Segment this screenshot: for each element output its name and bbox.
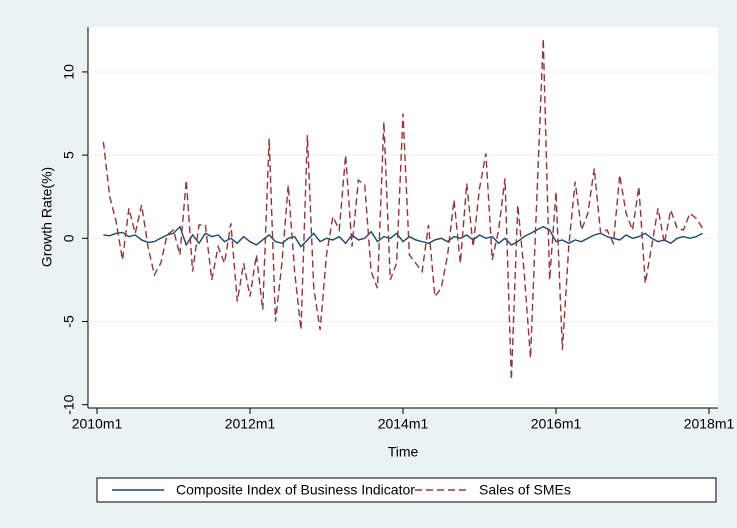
legend: [96, 477, 717, 503]
x-tick-label: 2012m1: [225, 416, 276, 432]
series-line: [102, 38, 704, 380]
plot-area: [88, 27, 718, 408]
y-tick-label: 10: [61, 64, 77, 80]
x-tick-label: 2018m1: [684, 416, 735, 432]
y-tick-label: -5: [61, 315, 77, 328]
y-tick-label: -10: [61, 394, 77, 414]
x-tick-label: 2014m1: [378, 416, 429, 432]
x-tick-label: 2016m1: [531, 416, 582, 432]
y-axis-label: Growth Rate(%): [39, 167, 55, 267]
x-axis-label: Time: [388, 444, 419, 460]
legend-label: Composite Index of Business Indicator: [176, 482, 415, 498]
y-tick-label: 5: [61, 151, 77, 159]
x-tick-label: 2010m1: [72, 416, 123, 432]
series-line: [103, 225, 703, 248]
y-tick-label: 0: [61, 234, 77, 242]
legend-label: Sales of SMEs: [479, 482, 571, 498]
